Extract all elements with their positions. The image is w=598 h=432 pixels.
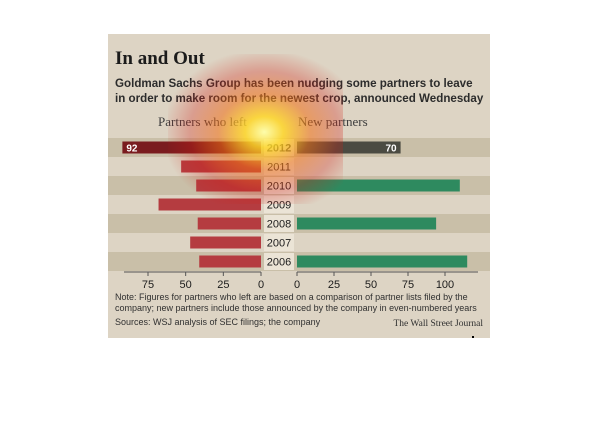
- right-bar-label-2012: 70: [385, 144, 397, 155]
- year-label-2007: 2007: [267, 238, 291, 250]
- chart-headline: In and Out: [115, 48, 205, 69]
- chart-figure: In and Out Goldman Sachs Group has been …: [108, 34, 490, 338]
- left-bar-2011: [181, 160, 261, 173]
- left-bar-2010: [196, 179, 261, 192]
- left-bar-2012: [122, 141, 262, 154]
- year-label-2008: 2008: [267, 219, 291, 231]
- chart-subhead: Goldman Sachs Group has been nudging som…: [115, 77, 484, 105]
- year-box-2006: [264, 253, 294, 270]
- publisher-credit: The Wall Street Journal: [393, 319, 483, 329]
- right-axis-tick-label-0: 0: [294, 279, 300, 290]
- right-panel-label: New partners: [298, 114, 368, 129]
- year-label-2012: 2012: [267, 143, 291, 155]
- right-bar-2008: [297, 217, 437, 230]
- year-label-2010: 2010: [267, 181, 291, 193]
- year-label-2006: 2006: [267, 257, 291, 269]
- year-label-2009: 2009: [267, 200, 291, 212]
- right-bar-2010: [297, 179, 460, 192]
- year-box-2007: [264, 234, 294, 251]
- back-to-back-bar-chart: 92 70 2012 2011 2010 2009 2008 2007 2006 75 50 25 0 0…: [108, 138, 490, 290]
- year-box-2008: [264, 215, 294, 232]
- left-panel-label: Partners who left: [158, 114, 247, 129]
- left-bar-2008: [197, 217, 261, 230]
- left-axis-tick-label-25: 25: [217, 279, 229, 290]
- chart-note: Note: Figures for partners who left are …: [115, 292, 477, 313]
- right-axis-tick-label-75: 75: [402, 279, 414, 290]
- right-axis-tick-label-100: 100: [436, 279, 454, 290]
- chart-sources: Sources: WSJ analysis of SEC filings; th…: [115, 317, 321, 327]
- right-axis-tick-label-50: 50: [365, 279, 377, 290]
- left-axis-tick-label-50: 50: [180, 279, 192, 290]
- left-bar-2006: [199, 255, 261, 268]
- left-axis-tick-label-0: 0: [258, 279, 264, 290]
- left-bar-2009: [158, 198, 261, 211]
- left-bar-2007: [190, 236, 261, 249]
- year-label-2011: 2011: [267, 162, 291, 174]
- left-axis-tick-label-75: 75: [142, 279, 154, 290]
- stray-mark: [472, 336, 474, 338]
- left-bar-label-2012: 92: [126, 144, 138, 155]
- right-axis-tick-label-25: 25: [328, 279, 340, 290]
- right-bar-2006: [297, 255, 468, 268]
